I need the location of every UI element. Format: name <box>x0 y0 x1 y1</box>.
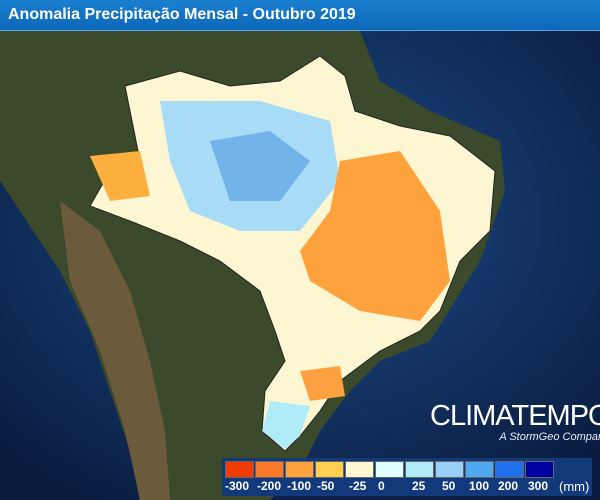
legend-label: -300 <box>225 479 250 493</box>
legend-swatch <box>435 461 464 478</box>
precipitation-anomaly-map <box>0 31 600 500</box>
legend-swatch <box>465 461 494 478</box>
legend-label: -200 <box>257 479 282 493</box>
legend-label: 50 <box>442 479 456 493</box>
blue-anomaly-core <box>210 131 310 201</box>
andes-region <box>60 201 170 500</box>
legend-swatch <box>315 461 344 478</box>
orange-anomaly-west <box>90 151 150 201</box>
logo-name: CLIMATEMPO <box>430 400 600 432</box>
legend-unit: (mm) <box>559 479 590 494</box>
legend-label: -50 <box>317 479 335 493</box>
legend-swatch <box>405 461 434 478</box>
legend-label: 0 <box>378 479 385 493</box>
map-title: Anomalia Precipitação Mensal - Outubro 2… <box>8 6 356 23</box>
legend-label: 300 <box>528 479 549 493</box>
legend-swatch <box>225 461 254 478</box>
legend-swatch <box>255 461 284 478</box>
legend-label: 200 <box>498 479 519 493</box>
title-bar: Anomalia Precipitação Mensal - Outubro 2… <box>0 0 600 31</box>
legend-label: -25 <box>349 479 367 493</box>
legend-swatch <box>375 461 404 478</box>
climatempo-logo: CLIMATEMPO A StormGeo Company <box>430 400 600 443</box>
legend-swatch <box>495 461 524 478</box>
legend-label: -100 <box>287 479 312 493</box>
legend-label: 100 <box>469 479 490 493</box>
logo-tagline: A StormGeo Company <box>499 431 600 443</box>
blue-anomaly-south <box>262 401 310 449</box>
legend-swatch <box>525 461 554 478</box>
orange-anomaly-central <box>300 151 450 321</box>
orange-anomaly-south <box>300 366 345 401</box>
legend-swatch <box>345 461 374 478</box>
color-legend: -300 -200 -100 -50 -25 0 25 50 100 200 3… <box>222 458 592 496</box>
legend-label: 25 <box>412 479 426 493</box>
legend-swatch <box>285 461 314 478</box>
